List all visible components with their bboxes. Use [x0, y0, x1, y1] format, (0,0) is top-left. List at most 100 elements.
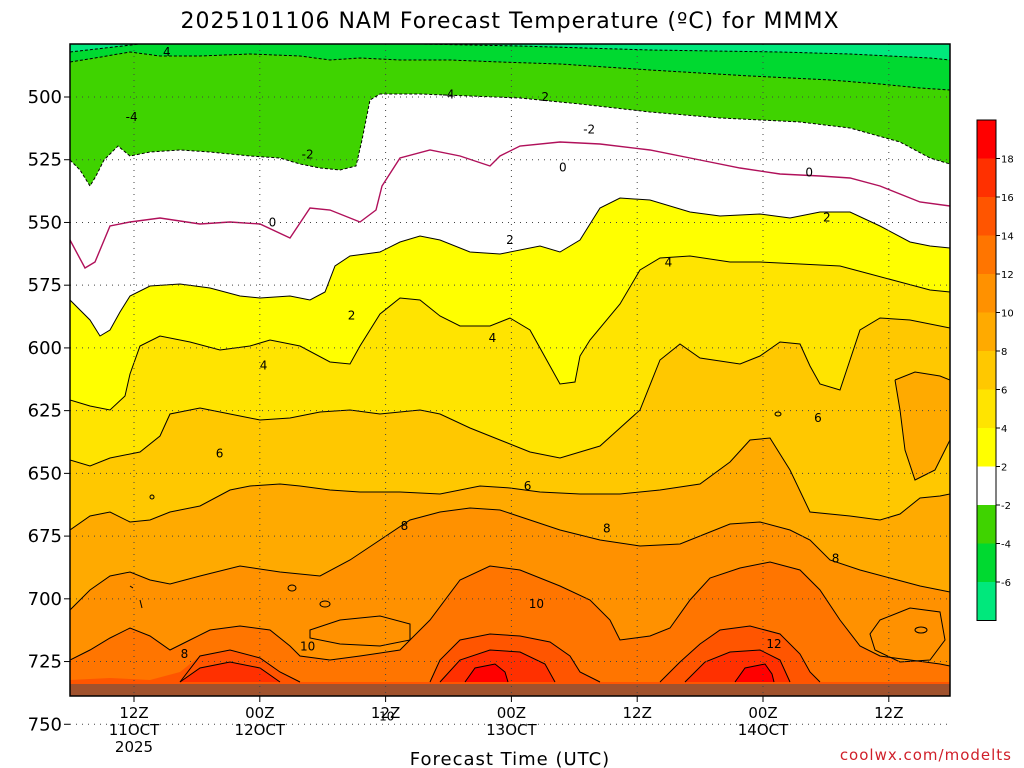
colorbar-band	[977, 351, 996, 390]
y-tick-label: 750	[28, 714, 62, 735]
contour-label: 4	[260, 358, 268, 372]
plot-frame	[69, 43, 951, 697]
y-tick-label: 650	[28, 463, 62, 484]
contour-label: 6	[814, 411, 822, 425]
contour-label: -4	[126, 110, 138, 124]
contour-label: 10	[379, 710, 394, 724]
colorbar-band	[977, 197, 996, 236]
gridlines	[70, 44, 950, 725]
x-tick-label: 2025	[115, 738, 153, 756]
contour-label: 2	[348, 308, 356, 322]
contour-label: 8	[181, 647, 189, 661]
y-tick-label: 625	[28, 401, 62, 422]
colorbar-label: -2	[1001, 501, 1011, 512]
contour-label: 0	[805, 165, 813, 179]
colorbar-label: 2	[1001, 463, 1007, 474]
y-tick-label: 725	[28, 652, 62, 673]
contour-12	[70, 561, 950, 667]
x-tick-label: 14OCT	[738, 721, 789, 739]
x-tick-label: 12Z	[371, 704, 400, 722]
contour-minus4-lower	[70, 51, 950, 91]
contour-10	[70, 507, 950, 611]
colorbar-label: -6	[1001, 578, 1011, 589]
colorbar-band	[977, 466, 996, 505]
source-credit[interactable]: coolwx.com/modelts	[840, 746, 1012, 764]
contour-label: 8	[603, 522, 611, 536]
temperature-fill-bands	[70, 44, 950, 696]
colorbar: 18 16 14 12 10 8 6 4 2 -2 -4 -6	[976, 119, 1014, 621]
colorbar-band	[977, 543, 996, 582]
contour-label: 4	[665, 256, 673, 270]
colorbar-label: 18	[1001, 155, 1014, 166]
colorbar-band	[977, 120, 996, 159]
colorbar-label: 16	[1001, 193, 1014, 204]
contour-label: -4	[442, 87, 454, 101]
colorbar-band	[977, 158, 996, 197]
band-18	[465, 664, 774, 682]
x-tick-label: 12OCT	[235, 721, 286, 739]
contour-label: 6	[216, 446, 224, 460]
contour-labels: 4-4-2-2-4200022424466688810121081010	[126, 45, 840, 724]
contour-4	[70, 255, 950, 411]
contour-label: 6	[524, 479, 532, 493]
x-tick-label: 00Z	[497, 704, 526, 722]
contour-label: -2	[302, 148, 314, 162]
colorbar-band	[977, 274, 996, 313]
chart-title: 2025101106 NAM Forecast Temperature (ºC)…	[180, 9, 839, 34]
contour-label: 4	[489, 331, 497, 345]
contour-label: 10	[529, 597, 544, 611]
contour-label: 8	[401, 519, 409, 533]
colorbar-band	[977, 505, 996, 544]
contour-label: 0	[269, 215, 277, 229]
colorbar-frame	[976, 119, 997, 621]
contour-label: -2	[583, 123, 595, 137]
x-tick-label: 12Z	[119, 704, 148, 722]
colorbar-label: 6	[1001, 386, 1007, 397]
contour-label: 0	[559, 160, 567, 174]
contour-18	[464, 663, 775, 683]
colorbar-band	[977, 582, 996, 621]
x-tick-label: 11OCT	[109, 721, 160, 739]
band-8-pool	[895, 372, 950, 480]
colorbar-label: 4	[1001, 424, 1007, 435]
colorbar-band	[977, 389, 996, 428]
x-tick-label: 12Z	[623, 704, 652, 722]
contour-label: 8	[832, 552, 840, 566]
contour-8-pool	[894, 371, 950, 481]
y-axis: 500525550575600625650675700725750775	[28, 87, 70, 735]
contour-minus4	[70, 44, 950, 61]
colorbar-band	[977, 312, 996, 351]
terrain	[70, 684, 950, 696]
colorbar-label: 8	[1001, 347, 1007, 358]
colorbar-label: 14	[1001, 232, 1014, 243]
y-tick-label: 675	[28, 526, 62, 547]
y-tick-label: 525	[28, 150, 62, 171]
contour-label: 2	[823, 210, 831, 224]
y-tick-label: 550	[28, 212, 62, 233]
colorbar-label: 12	[1001, 270, 1014, 281]
y-tick-label: 600	[28, 338, 62, 359]
colorbar-label: -4	[1001, 540, 1011, 551]
y-tick-label: 700	[28, 589, 62, 610]
colorbar-label: 10	[1001, 309, 1014, 320]
contour-minus2	[70, 93, 950, 187]
contour-16	[179, 649, 791, 683]
contour-label: 12	[766, 637, 781, 651]
small-contour-cells	[129, 411, 928, 634]
contour-label: 2	[506, 233, 514, 247]
contour-8	[70, 437, 950, 531]
contour-label: 2	[541, 90, 549, 104]
x-tick-label: 13OCT	[486, 721, 537, 739]
contour-zero	[70, 141, 950, 269]
x-tick-label: 12Z	[874, 704, 903, 722]
colorbar-band	[977, 235, 996, 274]
x-axis-label: Forecast Time (UTC)	[410, 749, 610, 768]
x-tick-label: 00Z	[748, 704, 777, 722]
contour-label: 10	[300, 639, 315, 653]
y-tick-label: 575	[28, 275, 62, 296]
contour-label: 4	[163, 45, 171, 59]
contour-6	[70, 317, 950, 467]
y-tick-label: 500	[28, 87, 62, 108]
